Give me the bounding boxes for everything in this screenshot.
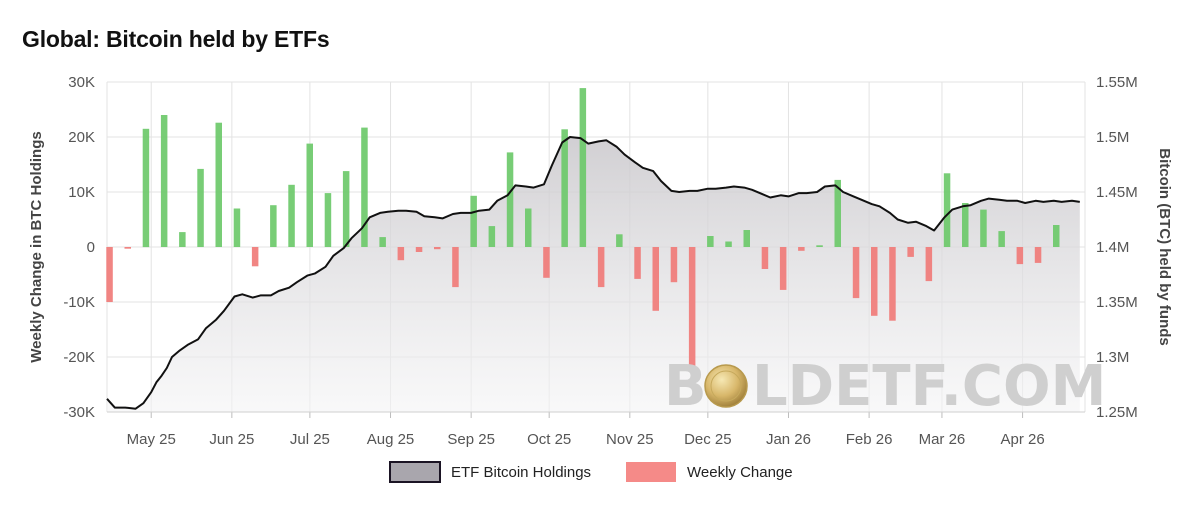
weekly-change-bar[interactable] (688, 247, 696, 368)
y-left-axis-title: Weekly Change in BTC Holdings (28, 131, 45, 362)
y-left-tick-label: -10K (63, 294, 95, 311)
x-tick-label: Feb 26 (846, 431, 893, 448)
weekly-change-bar[interactable] (634, 247, 641, 279)
weekly-change-bar[interactable] (616, 234, 623, 247)
weekly-change-bar[interactable] (943, 173, 951, 247)
weekly-change-bar[interactable] (488, 226, 496, 247)
chart-axes: 30K 20K 10K 0 -10K -20K -30K 1.55M 1.5M 1.45M 1.4M… (63, 74, 1137, 448)
y-right-tick-label: 1.55M (1096, 74, 1138, 91)
weekly-change-bar[interactable] (379, 237, 386, 247)
watermark-logo: B LDETF.COM (664, 354, 1106, 419)
legend-swatch-weekly-change (626, 462, 676, 482)
weekly-change-bar[interactable] (561, 129, 568, 247)
y-right-tick-label: 1.4M (1096, 239, 1129, 256)
x-tick-label: Jan 26 (766, 431, 811, 448)
weekly-change-bar[interactable] (233, 208, 241, 248)
x-tick-label: Aug 25 (367, 431, 415, 448)
y-left-tick-label: -20K (63, 349, 95, 366)
y-left-tick-label: 30K (68, 74, 95, 91)
holdings-line-group (106, 136, 1080, 410)
x-tick-label: Jul 25 (290, 431, 330, 448)
weekly-change-bar[interactable] (816, 245, 823, 247)
weekly-change-bar[interactable] (324, 193, 332, 247)
y-left-tick-label: 10K (68, 184, 95, 201)
weekly-change-bar[interactable] (925, 247, 933, 282)
weekly-change-bar[interactable] (579, 88, 587, 247)
y-right-tick-label: 1.35M (1096, 294, 1138, 311)
weekly-change-bar[interactable] (124, 247, 132, 249)
x-tick-label: Apr 26 (1000, 431, 1044, 448)
x-tick-label: Dec 25 (684, 431, 732, 448)
x-tick-label: Oct 25 (527, 431, 571, 448)
weekly-change-bar[interactable] (142, 128, 150, 248)
weekly-change-bar[interactable] (652, 247, 660, 311)
y-left-tick-label: 0 (87, 239, 95, 256)
x-tick-label: Sep 25 (447, 431, 495, 448)
weekly-change-bar[interactable] (361, 127, 368, 247)
weekly-change-bar[interactable] (306, 143, 314, 247)
y-right-tick-label: 1.45M (1096, 184, 1138, 201)
weekly-change-bar[interactable] (962, 203, 969, 247)
weekly-change-bar[interactable] (725, 241, 732, 248)
weekly-change-bar[interactable] (434, 247, 441, 250)
weekly-change-bar[interactable] (251, 247, 259, 267)
weekly-change-bar[interactable] (179, 232, 186, 247)
watermark-coin-inner-ring (710, 370, 742, 402)
x-tick-label: May 25 (127, 431, 176, 448)
weekly-change-bars (106, 88, 1060, 368)
weekly-change-bar[interactable] (1034, 247, 1042, 263)
weekly-change-bar[interactable] (288, 184, 295, 247)
weekly-change-bar[interactable] (670, 247, 678, 283)
y-right-axis-title: Bitcoin (BTC) held by funds (1156, 148, 1173, 345)
watermark-text-left: B (664, 354, 707, 419)
x-tick-label: Mar 26 (919, 431, 966, 448)
weekly-change-bar[interactable] (160, 115, 168, 247)
chart-legend: ETF Bitcoin Holdings Weekly Change (389, 461, 793, 483)
weekly-change-bar[interactable] (1016, 247, 1024, 265)
weekly-change-bar[interactable] (597, 247, 605, 288)
weekly-change-bar[interactable] (761, 247, 769, 269)
y-right-tick-label: 1.5M (1096, 129, 1129, 146)
weekly-change-bar[interactable] (452, 247, 459, 288)
weekly-change-bar[interactable] (470, 195, 477, 247)
weekly-change-bar[interactable] (543, 247, 550, 278)
legend-item-weekly-change[interactable]: Weekly Change (626, 462, 793, 482)
watermark-text-right: LDETF.COM (752, 354, 1106, 419)
y-right-tick-label: 1.25M (1096, 404, 1138, 421)
y-left-tick-label: 20K (68, 129, 95, 146)
weekly-change-bar[interactable] (1053, 225, 1060, 247)
weekly-change-bar[interactable] (907, 247, 914, 257)
x-tick-label: Jun 25 (209, 431, 254, 448)
weekly-change-bar[interactable] (852, 247, 860, 299)
weekly-change-bar[interactable] (779, 247, 787, 290)
weekly-change-bar[interactable] (525, 208, 532, 248)
x-tick-label: Nov 25 (606, 431, 654, 448)
weekly-change-bar[interactable] (834, 179, 842, 247)
weekly-change-bar[interactable] (980, 209, 987, 247)
chart-title: Global: Bitcoin held by ETFs (22, 26, 330, 52)
weekly-change-bar[interactable] (270, 205, 277, 247)
weekly-change-bar[interactable] (707, 236, 714, 247)
legend-label-weekly-change: Weekly Change (687, 464, 793, 481)
y-right-tick-label: 1.3M (1096, 349, 1129, 366)
legend-item-holdings[interactable]: ETF Bitcoin Holdings (389, 461, 591, 483)
weekly-change-bar[interactable] (506, 152, 514, 247)
legend-swatch-holdings (389, 461, 441, 483)
weekly-change-bar[interactable] (106, 247, 113, 302)
weekly-change-bar[interactable] (215, 122, 223, 247)
weekly-change-bar[interactable] (743, 230, 751, 247)
weekly-change-bar[interactable] (415, 247, 423, 252)
weekly-change-bar[interactable] (798, 247, 805, 251)
weekly-change-bar[interactable] (197, 168, 204, 247)
weekly-change-bar[interactable] (342, 171, 350, 247)
weekly-change-bar[interactable] (871, 247, 878, 316)
weekly-change-bar[interactable] (397, 247, 405, 261)
weekly-change-bar[interactable] (889, 247, 896, 321)
holdings-line[interactable] (106, 136, 1080, 410)
y-left-tick-label: -30K (63, 404, 95, 421)
legend-label-holdings: ETF Bitcoin Holdings (451, 464, 591, 481)
weekly-change-bar[interactable] (998, 231, 1005, 247)
